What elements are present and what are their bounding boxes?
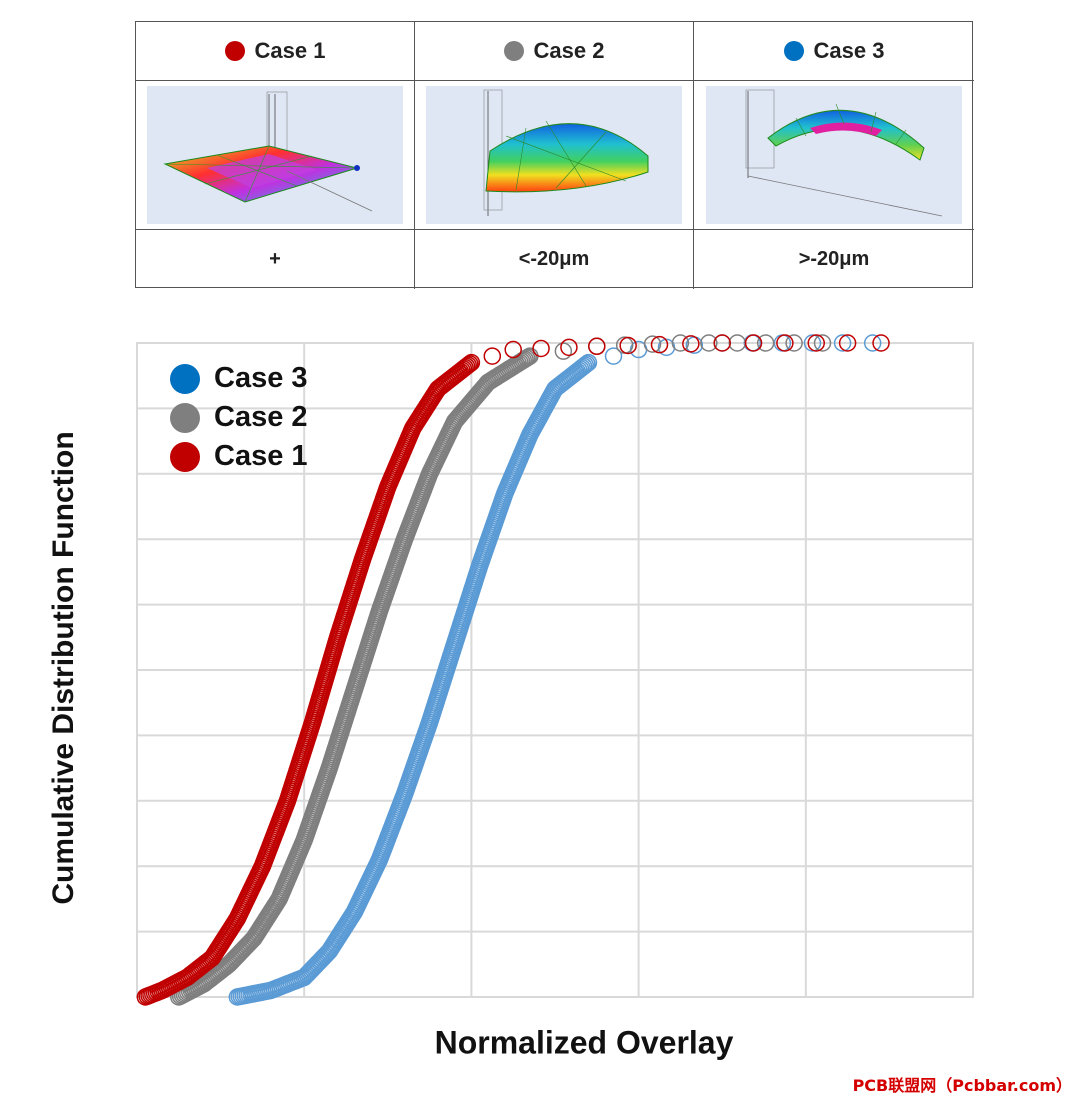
data-point — [803, 334, 822, 352]
case-table: Case 1 Case 2 Case 3 — [135, 21, 974, 289]
legend-label-case-3: Case 3 — [214, 362, 308, 394]
data-point — [615, 336, 634, 354]
case-1-header: Case 1 — [136, 22, 415, 81]
data-point — [713, 334, 731, 352]
data-point — [785, 334, 803, 352]
series-case-3 — [228, 334, 882, 1006]
chart-marks — [136, 334, 890, 1006]
data-point — [457, 357, 476, 376]
data-point — [872, 334, 890, 352]
data-point — [833, 334, 852, 352]
series-case-1 — [136, 334, 890, 1006]
legend-item-case-3: Case 3 — [170, 359, 308, 398]
legend-label-case-1: Case 1 — [214, 440, 308, 472]
legend-item-case-2: Case 2 — [170, 398, 308, 437]
data-point — [588, 337, 606, 356]
data-point — [700, 334, 718, 352]
legend-dot-case-1 — [170, 441, 200, 472]
data-point — [483, 347, 502, 365]
data-point — [516, 350, 534, 368]
x-axis-label: Normalized Overlay — [434, 1024, 734, 1061]
legend-dot-case-2 — [170, 402, 200, 433]
case-3-thumbnail-cell — [694, 81, 974, 230]
data-point — [560, 338, 578, 357]
case-1-label: Case 1 — [254, 38, 326, 63]
data-point — [578, 355, 596, 373]
data-point — [671, 334, 690, 352]
data-point — [517, 349, 536, 367]
data-point — [504, 340, 522, 359]
data-point — [682, 335, 700, 353]
case-3-header: Case 3 — [694, 22, 974, 81]
data-point — [554, 342, 573, 360]
legend-label-case-2: Case 2 — [214, 401, 308, 433]
data-point — [573, 358, 591, 377]
case-2-label: Case 2 — [533, 38, 605, 63]
case-3-color-dot — [783, 41, 804, 61]
data-point — [456, 358, 474, 377]
watermark: PCB联盟网（Pcbbar.com） — [852, 1076, 1072, 1095]
data-point — [776, 334, 794, 352]
chart-grid — [136, 342, 974, 998]
data-point — [604, 347, 623, 365]
legend-item-case-1: Case 1 — [170, 437, 308, 476]
data-point — [650, 335, 669, 354]
data-point — [744, 334, 763, 352]
data-point — [576, 356, 595, 374]
case-1-value: + — [136, 230, 415, 289]
case-1-warpage-plot — [147, 86, 403, 224]
data-point — [459, 356, 477, 374]
case-2-header: Case 2 — [415, 22, 694, 81]
case-2-warpage-plot — [426, 86, 682, 224]
data-point — [643, 335, 662, 353]
data-point — [838, 334, 857, 352]
series-case-2 — [170, 334, 832, 1006]
data-point — [519, 348, 537, 366]
case-1-color-dot — [224, 41, 245, 61]
case-1-thumbnail-cell — [136, 81, 415, 230]
data-point — [579, 353, 598, 372]
data-point — [461, 355, 479, 373]
case-2-thumbnail-cell — [415, 81, 694, 230]
case-3-label: Case 3 — [813, 38, 885, 63]
data-point — [462, 353, 481, 372]
data-point — [863, 334, 882, 352]
case-3-value: >-20μm — [798, 248, 870, 270]
chart-legend: Case 3 Case 2 Case 1 — [170, 359, 308, 476]
y-axis-label: Cumulative Distribution Function — [47, 431, 80, 905]
data-point — [756, 334, 775, 352]
data-point — [574, 357, 593, 376]
data-point — [813, 334, 832, 352]
case-3-warpage-plot — [706, 86, 962, 224]
case-2-value: <-20μm — [415, 230, 694, 289]
case-2-color-dot — [503, 41, 524, 61]
data-point — [807, 334, 825, 352]
legend-dot-case-3 — [170, 363, 200, 394]
data-point — [619, 336, 637, 355]
data-point — [532, 339, 550, 358]
